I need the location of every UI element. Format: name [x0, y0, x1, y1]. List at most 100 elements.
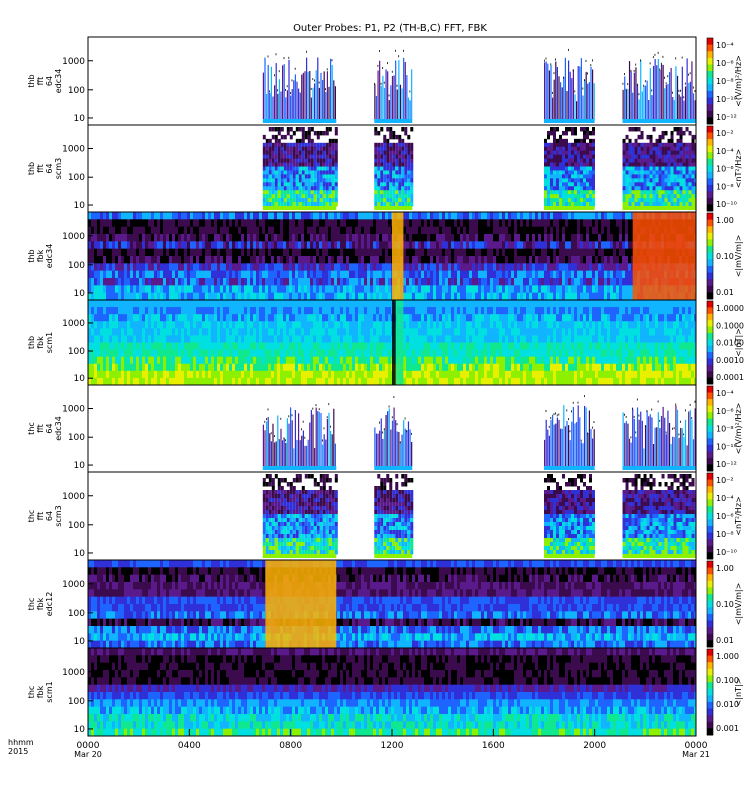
colorbar-swatch: [707, 412, 713, 420]
colorbar-tick-label: 10⁻⁶: [716, 407, 734, 416]
panel-ylabel: scm1: [45, 681, 54, 702]
y-tick-label: 10: [74, 637, 86, 647]
colorbar-swatch: [707, 499, 713, 507]
event-band: [395, 300, 404, 385]
spectrum-row: [88, 314, 696, 322]
colorbar-tick-label: 10⁻⁴: [716, 389, 734, 398]
colorbar-swatch: [707, 313, 713, 321]
spectrum-row: [88, 285, 696, 294]
colorbar-swatch: [707, 721, 713, 729]
colorbar-swatch: [707, 668, 713, 676]
colorbar-swatch: [707, 431, 713, 439]
colorbar-swatch: [707, 371, 713, 379]
spectrogram-image: [88, 212, 696, 300]
colorbar-swatch: [707, 655, 713, 663]
colorbar-tick-label: 0.01: [716, 288, 734, 297]
x-tick-label: 2000: [583, 741, 606, 751]
colorbar-swatch: [707, 307, 713, 315]
colorbar: 1.00 0.10 0.01 <|mV/m|>: [706, 212, 743, 300]
colorbar-tick-label: 0.010: [716, 700, 739, 709]
colorbar-swatch: [707, 38, 713, 46]
colorbar-tick-label: 10⁻²: [716, 129, 734, 138]
spectrum-row: [88, 640, 696, 648]
panel-7: 1000 100 10 thc fbk edc12 1.00 0.10 0.01 <|mV/m|>: [27, 559, 743, 649]
colorbar-swatch: [707, 392, 713, 400]
colorbar-swatch: [707, 695, 713, 703]
colorbar-swatch: [707, 345, 713, 353]
panel-ylabel: edc34: [45, 244, 54, 269]
y-tick-label: 100: [68, 697, 85, 707]
colorbar-swatch: [707, 285, 713, 293]
colorbar-tick-label: 1.000: [716, 652, 739, 661]
colorbar-tick-label: 10⁻¹²: [716, 113, 737, 122]
burst-interval: [544, 127, 595, 210]
colorbar-swatch: [707, 279, 713, 287]
colorbar-swatch: [707, 492, 713, 500]
colorbar-tick-label: 10⁻⁸: [716, 182, 734, 191]
colorbar-swatch: [707, 51, 713, 59]
x-tick-label: 0000: [77, 741, 100, 751]
panel-ylabel: scm3: [54, 505, 63, 526]
colorbar-swatch: [707, 539, 713, 547]
colorbar-tick-label: 10⁻¹²: [716, 460, 737, 469]
spectrogram-image: [88, 472, 696, 560]
panel-ylabel: 64: [45, 423, 54, 433]
colorbar-swatch: [707, 649, 713, 657]
colorbar-swatch: [707, 451, 713, 459]
x-tick-label: 1600: [482, 741, 505, 751]
panel-3: 1000 100 10 thb fbk edc34 1.00 0.10 0.01 <|mV/m|>: [27, 211, 743, 301]
spectrum-row: [88, 670, 696, 678]
colorbar-swatch: [707, 178, 713, 186]
spectrum-row: [88, 328, 696, 336]
colorbar-swatch: [707, 239, 713, 247]
colorbar-swatch: [707, 587, 713, 595]
colorbar-swatch: [707, 561, 713, 569]
colorbar-swatch: [707, 126, 713, 134]
colorbar-swatch: [707, 418, 713, 426]
colorbar-swatch: [707, 715, 713, 723]
colorbar-tick-label: 0.10: [716, 252, 734, 261]
colorbar-swatch: [707, 184, 713, 192]
spectrum-row: [88, 633, 696, 642]
x-corner-label-1: hhmm: [8, 738, 34, 747]
colorbar-tick-label: 1.00: [716, 564, 734, 573]
colorbar: 10⁻² 10⁻⁴ 10⁻⁶ 10⁻⁸ 10⁻¹⁰ <nT²/Hz>: [706, 472, 743, 560]
spectrum-row: [88, 618, 696, 627]
burst-interval: [374, 127, 414, 210]
colorbar-swatch: [707, 44, 713, 52]
spectrum-row: [88, 567, 696, 576]
colorbar-swatch: [707, 525, 713, 534]
spectrum-row: [88, 574, 696, 583]
panel-ylabel: fbk: [36, 249, 45, 262]
colorbar-swatch: [707, 110, 713, 118]
panel-8: 1000 100 10 thc fbk scm1 1.000 0.100 0.010 0.001 <…: [27, 647, 743, 737]
colorbar-swatch: [707, 145, 713, 153]
colorbar-swatch: [707, 386, 713, 394]
colorbar: 1.0000 0.1000 0.0100 0.0010 0.0001 <|nT|>: [706, 300, 744, 385]
panel-ylabel: thb: [27, 74, 36, 87]
colorbar: 10⁻⁴ 10⁻⁶ 10⁻⁸ 10⁻¹⁰ 10⁻¹² <(V/m)²/Hz>: [706, 385, 743, 472]
colorbar-label: <nT²/Hz>: [734, 149, 743, 188]
x-corner-label-2: 2015: [8, 747, 28, 756]
spectrum-row: [88, 721, 696, 730]
y-tick-label: 1000: [62, 57, 85, 67]
colorbar-swatch: [707, 219, 713, 227]
panel-4: 1000 100 10 thb fbk scm1 1.0000 0.1000 0.0100 0.0…: [27, 299, 744, 386]
y-tick-label: 100: [68, 609, 85, 619]
colorbar-swatch: [707, 580, 713, 588]
y-tick-label: 10: [74, 374, 86, 384]
y-tick-label: 1000: [62, 404, 85, 414]
colorbar-swatch: [707, 662, 713, 670]
colorbar-swatch: [707, 339, 713, 347]
spectrogram-image: [88, 300, 696, 385]
spectrogram-image: [88, 125, 696, 212]
panel-ylabel: scm3: [54, 158, 63, 179]
colorbar-swatch: [707, 682, 713, 690]
colorbar-swatch: [707, 232, 713, 240]
burst-interval: [622, 127, 696, 210]
colorbar-tick-label: 10⁻⁸: [716, 425, 734, 434]
panel-ylabel: fft: [36, 512, 45, 521]
spectrogram-image: [88, 560, 696, 648]
